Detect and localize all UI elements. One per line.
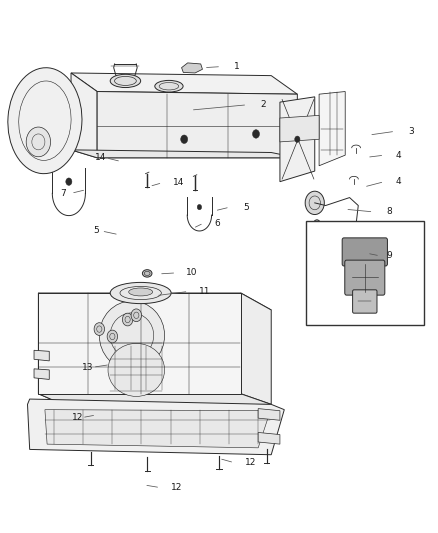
Polygon shape bbox=[39, 394, 271, 407]
Polygon shape bbox=[39, 293, 241, 394]
Circle shape bbox=[305, 191, 324, 215]
FancyBboxPatch shape bbox=[342, 238, 388, 266]
Polygon shape bbox=[39, 293, 271, 310]
Polygon shape bbox=[45, 410, 270, 448]
Text: 1: 1 bbox=[234, 62, 240, 71]
Text: 11: 11 bbox=[199, 287, 211, 296]
Text: 2: 2 bbox=[260, 100, 266, 109]
Text: 4: 4 bbox=[395, 177, 401, 186]
Circle shape bbox=[181, 135, 187, 143]
FancyBboxPatch shape bbox=[345, 260, 385, 295]
Circle shape bbox=[66, 178, 72, 185]
Ellipse shape bbox=[8, 68, 82, 174]
Ellipse shape bbox=[108, 343, 165, 397]
Text: 6: 6 bbox=[215, 219, 220, 228]
Text: 5: 5 bbox=[243, 203, 249, 212]
Text: 3: 3 bbox=[408, 127, 414, 136]
Polygon shape bbox=[28, 399, 284, 455]
Text: 10: 10 bbox=[186, 268, 198, 277]
Polygon shape bbox=[280, 97, 315, 182]
Text: 9: 9 bbox=[387, 252, 392, 261]
Circle shape bbox=[197, 205, 201, 210]
Polygon shape bbox=[39, 293, 69, 407]
Text: 13: 13 bbox=[82, 363, 93, 372]
Polygon shape bbox=[258, 409, 280, 420]
Text: 12: 12 bbox=[245, 458, 257, 467]
Text: 12: 12 bbox=[72, 413, 83, 422]
Text: 5: 5 bbox=[93, 227, 99, 236]
Polygon shape bbox=[71, 73, 97, 158]
Ellipse shape bbox=[155, 80, 183, 92]
Circle shape bbox=[253, 130, 259, 138]
Circle shape bbox=[107, 330, 117, 343]
Text: 8: 8 bbox=[387, 207, 392, 216]
Circle shape bbox=[314, 220, 321, 228]
Text: 7: 7 bbox=[60, 189, 66, 198]
Polygon shape bbox=[71, 150, 297, 158]
Polygon shape bbox=[258, 432, 280, 444]
Polygon shape bbox=[97, 92, 297, 158]
Ellipse shape bbox=[142, 270, 152, 277]
Text: 4: 4 bbox=[395, 151, 401, 160]
Text: 14: 14 bbox=[95, 154, 106, 163]
Text: 12: 12 bbox=[171, 483, 183, 492]
Polygon shape bbox=[71, 73, 297, 94]
Circle shape bbox=[131, 309, 141, 321]
Polygon shape bbox=[280, 115, 319, 142]
Ellipse shape bbox=[99, 301, 165, 370]
Circle shape bbox=[295, 136, 300, 142]
Polygon shape bbox=[319, 92, 345, 166]
Circle shape bbox=[94, 322, 105, 335]
Ellipse shape bbox=[110, 282, 171, 304]
Polygon shape bbox=[34, 369, 49, 379]
Polygon shape bbox=[241, 293, 271, 405]
Bar bbox=[306, 221, 424, 325]
Polygon shape bbox=[182, 63, 202, 73]
Text: 14: 14 bbox=[173, 178, 185, 187]
Ellipse shape bbox=[110, 74, 141, 87]
Polygon shape bbox=[34, 350, 49, 361]
Ellipse shape bbox=[129, 288, 152, 296]
Circle shape bbox=[122, 313, 133, 326]
Circle shape bbox=[26, 127, 50, 157]
FancyBboxPatch shape bbox=[353, 290, 377, 313]
